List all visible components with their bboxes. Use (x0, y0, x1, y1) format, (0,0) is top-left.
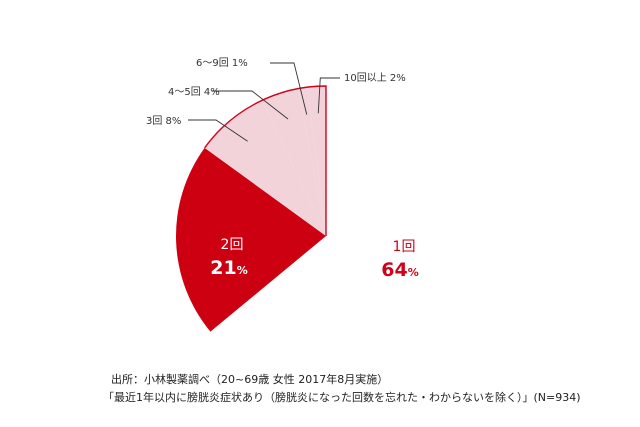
pie-slice-4-5-kai (262, 88, 326, 236)
slice-value-1-kai: 64% (381, 259, 418, 281)
pie-slice-10-plus-kai (307, 86, 326, 236)
pie-outline (204, 85, 327, 236)
leader-lines (188, 62, 340, 142)
pie-slice-1-kai (210, 86, 476, 370)
leader-line-10-plus-kai (317, 77, 340, 114)
slice-label-2-kai: 2回 (221, 237, 244, 253)
pie-slice-2-kai (176, 147, 326, 332)
slice-value-number-2-kai: 21 (210, 257, 236, 279)
survey-note-caption: 「最近1年以内に膀胱炎症状あり（膀胱炎になった回数を忘れた・わからないを除く）」… (103, 391, 581, 404)
slice-labels: 1回 64% 2回 21% 3回 8% 4～5回 4% 6～9回 1% 10回以… (146, 57, 419, 281)
pie-slices (176, 85, 476, 370)
source-caption: 出所：小林製薬調べ（20~69歳 女性 2017年8月実施） (111, 373, 389, 386)
slice-value-number-1-kai: 64 (381, 259, 407, 281)
slice-value-unit-1-kai: % (408, 266, 419, 279)
pie-chart: 1回 64% 2回 21% 3回 8% 4～5回 4% 6～9回 1% 10回以… (146, 57, 476, 370)
slice-value-2-kai: 21% (210, 257, 247, 279)
slice-label-1-kai: 1回 (393, 239, 416, 255)
callout-4-5-kai: 4～5回 4% (168, 86, 220, 98)
callout-6-9-kai: 6～9回 1% (196, 57, 248, 69)
pie-slice-6-9-kai (297, 87, 326, 236)
pie-slice-3-kai (204, 100, 326, 236)
leader-line-4-5-kai (212, 90, 289, 120)
callout-10-plus-kai: 10回以上 2% (344, 72, 406, 84)
slice-value-unit-2-kai: % (237, 264, 248, 277)
leader-line-6-9-kai (270, 62, 308, 115)
callout-3-kai: 3回 8% (146, 115, 181, 127)
leader-line-3-kai (188, 119, 248, 142)
